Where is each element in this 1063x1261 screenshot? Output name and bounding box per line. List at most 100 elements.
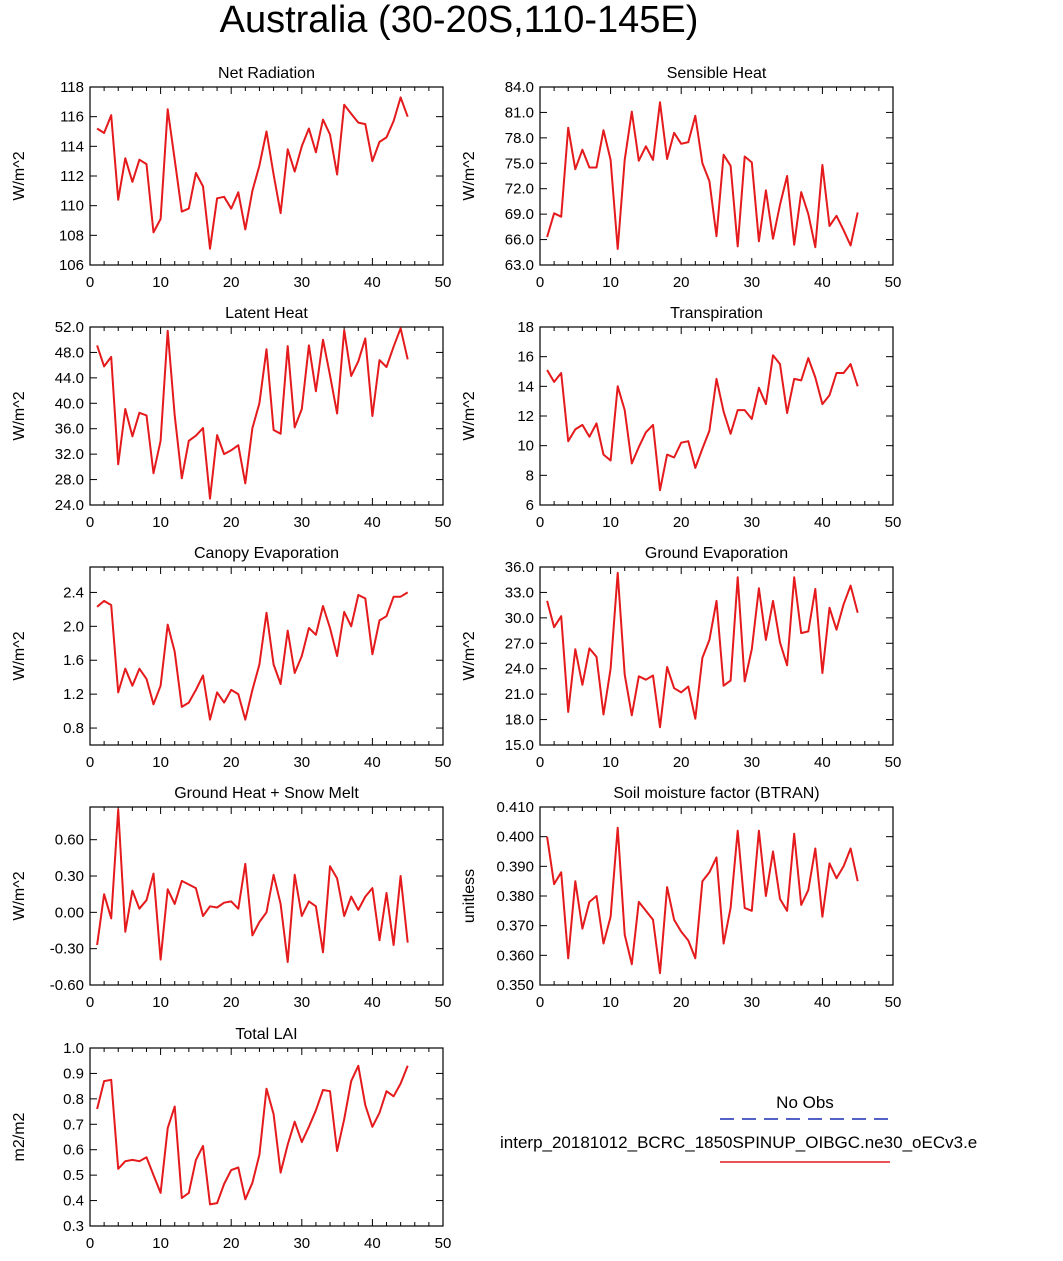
x-tick-label: 50 (885, 514, 902, 531)
y-tick-label: 0.5 (63, 1167, 84, 1184)
plot-frame (89, 1047, 444, 1227)
plot-frame (539, 566, 894, 746)
x-tick-label: 20 (223, 274, 240, 291)
panel-ground-heat-snow-melt: Ground Heat + Snow Melt W/m^2 0 10 20 30 40 50 -… (11, 785, 451, 1011)
plot-frame (539, 806, 894, 986)
panel-title: Total LAI (235, 1026, 297, 1043)
y-tick-label: 81.0 (505, 104, 534, 121)
panel-title: Soil moisture factor (BTRAN) (613, 785, 819, 802)
panel-latent-heat: Latent Heat W/m^2 0 10 20 30 40 50 24.0 28.0 32.0 3… (11, 305, 451, 531)
y-tick-label: 10 (517, 438, 534, 455)
x-tick-label: 40 (364, 1235, 381, 1252)
y-tick-label: 33.0 (505, 584, 534, 601)
x-tick-label: 0 (86, 754, 94, 771)
y-tick-label: 2.0 (63, 618, 84, 635)
y-tick-label: 24.0 (55, 497, 84, 514)
y-tick-label: 16 (517, 349, 534, 366)
x-tick-label: 0 (86, 1235, 94, 1252)
x-tick-label: 50 (885, 754, 902, 771)
panel-canopy-evaporation: Canopy Evaporation W/m^2 0 10 20 30 40 50 0.8 1.2… (11, 545, 451, 771)
x-tick-label: 30 (293, 754, 310, 771)
plot-frame (89, 806, 444, 986)
x-tick-label: 10 (152, 994, 169, 1011)
x-tick-label: 0 (536, 274, 544, 291)
y-tick-label: 0.370 (496, 918, 534, 935)
y-tick-label: 44.0 (55, 370, 84, 387)
x-tick-label: 30 (743, 754, 760, 771)
y-tick-label: 1.0 (63, 1040, 84, 1057)
y-tick-label: 78.0 (505, 130, 534, 147)
y-tick-label: 0.410 (496, 799, 534, 816)
x-tick-label: 10 (152, 514, 169, 531)
y-tick-label: 72.0 (505, 181, 534, 198)
y-tick-label: 14 (517, 378, 534, 395)
y-axis-label: W/m^2 (11, 871, 28, 920)
panel-sensible-heat: Sensible Heat W/m^2 0 10 20 30 40 50 63.0 66.0 69.… (461, 65, 901, 291)
panel-title: Ground Heat + Snow Melt (174, 785, 359, 802)
x-tick-label: 20 (673, 994, 690, 1011)
y-tick-label: 40.0 (55, 395, 84, 412)
x-tick-label: 20 (673, 514, 690, 531)
y-axis-label: W/m^2 (11, 151, 28, 200)
y-tick-label: 0.6 (63, 1142, 84, 1159)
legend-entry-label-no-obs: No Obs (776, 1093, 834, 1112)
x-tick-label: 40 (814, 274, 831, 291)
plot-frame (89, 86, 444, 266)
x-tick-label: 50 (435, 514, 452, 531)
y-tick-label: 0.30 (55, 868, 84, 885)
x-tick-label: 10 (602, 274, 619, 291)
x-tick-label: 20 (673, 274, 690, 291)
series-line (546, 354, 859, 492)
y-tick-label: 30.0 (505, 610, 534, 627)
x-tick-label: 50 (435, 274, 452, 291)
plot-frame (539, 326, 894, 506)
series-line (96, 96, 409, 250)
x-tick-label: 10 (152, 274, 169, 291)
y-tick-label: 0.9 (63, 1065, 84, 1082)
x-tick-label: 40 (364, 754, 381, 771)
y-tick-label: 27.0 (505, 635, 534, 652)
x-tick-label: 20 (223, 514, 240, 531)
y-tick-label: 15.0 (505, 737, 534, 754)
y-tick-label: 2.4 (63, 584, 84, 601)
series-line (96, 1064, 409, 1206)
x-tick-label: 0 (86, 274, 94, 291)
y-axis-label: W/m^2 (461, 151, 478, 200)
y-tick-label: 112 (60, 168, 84, 185)
y-tick-label: 106 (59, 257, 84, 274)
plot-frame (89, 566, 444, 746)
x-tick-label: 40 (814, 754, 831, 771)
x-tick-label: 20 (223, 754, 240, 771)
x-tick-label: 0 (536, 514, 544, 531)
x-tick-label: 30 (293, 274, 310, 291)
legend: No Obs interp_20181012_BCRC_1850SPINUP_O… (500, 1093, 977, 1163)
panel-soil-moisture-factor-btran: Soil moisture factor (BTRAN) unitless 0 10 2… (461, 785, 901, 1011)
x-tick-label: 30 (743, 514, 760, 531)
x-tick-label: 30 (293, 514, 310, 531)
panel-ground-evaporation: Ground Evaporation W/m^2 0 10 20 30 40 50 15.0 18… (461, 545, 901, 771)
x-tick-label: 20 (223, 994, 240, 1011)
x-tick-label: 0 (86, 994, 94, 1011)
y-tick-label: 32.0 (55, 446, 84, 463)
y-tick-label: 24.0 (505, 661, 534, 678)
y-tick-label: 52.0 (55, 319, 84, 336)
figure-title: Australia (30-20S,110-145E) (220, 0, 699, 41)
y-tick-label: 0.3 (63, 1218, 84, 1235)
y-tick-label: 75.0 (505, 155, 534, 172)
y-tick-label: 116 (60, 109, 84, 126)
y-tick-label: 0.60 (55, 832, 84, 849)
x-tick-label: 40 (364, 274, 381, 291)
y-tick-label: 0.350 (496, 977, 534, 994)
panel-title: Net Radiation (218, 65, 315, 82)
panel-total-lai: Total LAI m2/m2 0 10 20 30 40 50 0.3 0.4 0.5 0.6 0.7… (11, 1026, 451, 1252)
panel-net-radiation: Net Radiation W/m^2 0 10 20 30 40 50 106 108 110 11… (11, 65, 451, 291)
panel-title: Sensible Heat (667, 65, 767, 82)
y-tick-label: 0.8 (63, 720, 84, 737)
y-tick-label: 84.0 (505, 79, 534, 96)
panel-transpiration: Transpiration W/m^2 0 10 20 30 40 50 6 8 10 12 14 16 1… (461, 305, 901, 531)
y-tick-label: 36.0 (55, 421, 84, 438)
y-tick-label: 28.0 (55, 472, 84, 489)
series-line (96, 327, 409, 500)
